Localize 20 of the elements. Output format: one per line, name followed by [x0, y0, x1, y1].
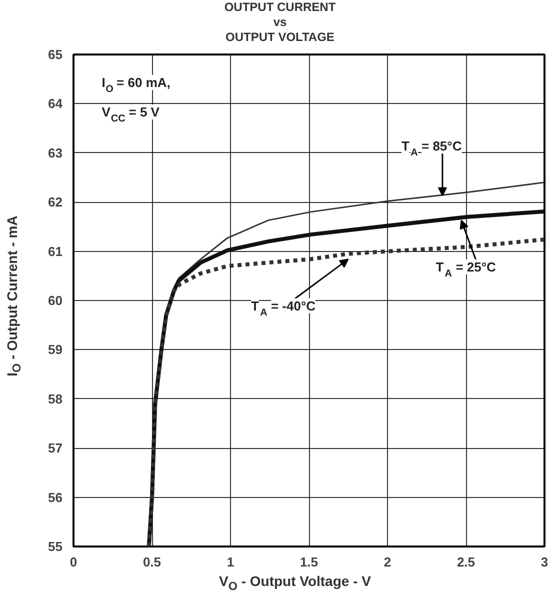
x-tick-label: 2	[384, 554, 392, 570]
x-tick-label: 1	[226, 554, 234, 570]
y-tick-label: 62	[48, 194, 63, 210]
y-tick-label: 63	[48, 145, 63, 160]
y-tick-label: 64	[48, 96, 64, 112]
y-tick-label: 65	[48, 47, 63, 62]
x-tick-label: 0	[70, 554, 78, 570]
y-tick-label: 57	[48, 440, 63, 456]
y-tick-label: 61	[48, 244, 63, 259]
x-tick-label: 0.5	[142, 554, 162, 570]
y-tick-label: 56	[48, 490, 63, 505]
x-tick-label: 2.5	[456, 554, 476, 570]
y-tick-label: 58	[48, 391, 63, 406]
x-axis-title: V$_{O}$ - Output Voltage - V	[218, 572, 372, 595]
chart-title: OUTPUT CURRENT vs OUTPUT VOLTAGE	[223, 0, 337, 45]
y-tick-label: 59	[48, 342, 63, 358]
y-tick-label: 60	[48, 293, 63, 308]
x-tick-label: 1.5	[300, 554, 318, 570]
y-tick-label: 55	[48, 539, 63, 554]
x-tick-label: 3	[540, 554, 548, 570]
